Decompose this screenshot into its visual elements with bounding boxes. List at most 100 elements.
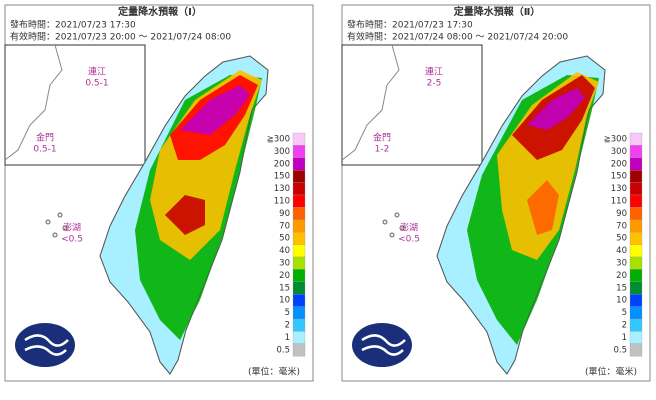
rain-area bbox=[527, 88, 585, 130]
legend-swatch bbox=[292, 194, 306, 208]
legend-label: 10 bbox=[616, 296, 627, 306]
legend-swatch bbox=[629, 157, 643, 171]
island-amount: 2-5 bbox=[427, 79, 442, 89]
penghu-island bbox=[57, 212, 63, 218]
legend-swatch bbox=[629, 306, 643, 320]
legend-swatch bbox=[292, 145, 306, 158]
penghu-island bbox=[394, 212, 400, 218]
legend-label: 130 bbox=[611, 184, 627, 194]
penghu-island bbox=[52, 232, 58, 238]
legend-swatch bbox=[629, 343, 643, 357]
legend-label: 50 bbox=[279, 234, 290, 244]
legend-label: 5 bbox=[622, 308, 627, 318]
legend-label: 1 bbox=[285, 333, 290, 343]
legend-label: 70 bbox=[279, 221, 290, 231]
cwb-logo bbox=[15, 323, 75, 367]
coastline bbox=[4, 44, 63, 161]
island-name: 連江 bbox=[88, 66, 106, 78]
issued-time: 發布時間：2021/07/23 17:30 bbox=[10, 19, 136, 31]
rain-area bbox=[165, 195, 205, 235]
island-name: 金門 bbox=[373, 132, 391, 144]
island-amount: <0.5 bbox=[61, 235, 83, 245]
legend-label: 30 bbox=[279, 259, 290, 269]
penghu-island bbox=[45, 219, 51, 225]
island-name: 澎湖 bbox=[63, 222, 81, 234]
legend-swatch bbox=[629, 145, 643, 158]
panel-title: 定量降水預報（Ⅰ） bbox=[118, 5, 202, 18]
legend-swatch bbox=[292, 157, 306, 171]
legend-swatch bbox=[292, 281, 306, 295]
valid-time: 有效時間：2021/07/24 08:00 ～ 2021/07/24 20:00 bbox=[347, 31, 568, 43]
legend-swatch bbox=[629, 207, 643, 220]
legend-swatch bbox=[292, 182, 306, 196]
island-name: 澎湖 bbox=[400, 222, 418, 234]
island-amount: 0.5-1 bbox=[33, 145, 56, 155]
island-name: 連江 bbox=[425, 66, 443, 78]
legend-swatch bbox=[629, 331, 643, 344]
legend-label: 110 bbox=[274, 197, 290, 207]
taiwan-outline bbox=[436, 55, 606, 375]
legend-swatch bbox=[629, 170, 643, 183]
penghu-island bbox=[62, 225, 68, 231]
legend-label: 50 bbox=[616, 234, 627, 244]
island-amount: 1-2 bbox=[375, 145, 390, 155]
legend-label: 150 bbox=[611, 172, 627, 182]
legend-label: 5 bbox=[285, 308, 290, 318]
legend-label: 15 bbox=[279, 283, 290, 293]
cwb-logo bbox=[352, 323, 412, 367]
legend-swatch bbox=[629, 269, 643, 282]
legend-swatch bbox=[292, 306, 306, 320]
legend-swatch bbox=[629, 232, 643, 245]
forecast-panel: 定量降水預報（Ⅱ）發布時間：2021/07/23 17:30有效時間：2021/… bbox=[341, 4, 651, 382]
unit-label: (單位：毫米) bbox=[248, 366, 300, 378]
taiwan-outline bbox=[99, 55, 269, 375]
legend-label: 2 bbox=[622, 321, 627, 331]
legend-swatch bbox=[629, 281, 643, 295]
inset-frame bbox=[4, 44, 146, 166]
legend-label: 70 bbox=[616, 221, 627, 231]
penghu-island bbox=[382, 219, 388, 225]
legend-swatch bbox=[629, 194, 643, 208]
legend-label: 15 bbox=[616, 283, 627, 293]
legend-label: 200 bbox=[274, 159, 290, 169]
legend-swatch bbox=[629, 318, 643, 332]
legend-label: 30 bbox=[616, 259, 627, 269]
legend-swatch bbox=[292, 219, 306, 233]
rain-area bbox=[527, 180, 559, 235]
legend-swatch bbox=[292, 331, 306, 344]
legend-label: 40 bbox=[616, 246, 627, 256]
island-amount: <0.5 bbox=[398, 235, 420, 245]
penghu-island bbox=[389, 232, 395, 238]
legend-label: 0.5 bbox=[276, 345, 290, 355]
cwb-logo-wave bbox=[24, 334, 69, 356]
legend-label: 130 bbox=[274, 184, 290, 194]
unit-label: (單位：毫米) bbox=[585, 366, 637, 378]
legend-label: 10 bbox=[279, 296, 290, 306]
island-name: 金門 bbox=[36, 132, 54, 144]
forecast-panel: 定量降水預報（Ⅰ）發布時間：2021/07/23 17:30有效時間：2021/… bbox=[4, 4, 314, 382]
legend-swatch bbox=[292, 256, 306, 270]
legend-label: 300 bbox=[274, 147, 290, 157]
legend-label: ≧300 bbox=[604, 135, 627, 145]
legend-label: 2 bbox=[285, 321, 290, 331]
legend-swatch bbox=[292, 343, 306, 357]
legend-swatch bbox=[629, 244, 643, 258]
legend-swatch bbox=[292, 207, 306, 220]
legend-label: 300 bbox=[611, 147, 627, 157]
legend-swatch bbox=[292, 244, 306, 258]
legend-label: ≧300 bbox=[267, 135, 290, 145]
legend-label: 20 bbox=[279, 271, 290, 281]
island-amount: 0.5-1 bbox=[85, 79, 108, 89]
legend-swatch bbox=[629, 132, 643, 146]
legend-swatch bbox=[292, 318, 306, 332]
legend-swatch bbox=[292, 294, 306, 307]
legend-label: 200 bbox=[611, 159, 627, 169]
legend-label: 0.5 bbox=[613, 345, 627, 355]
legend-label: 110 bbox=[611, 197, 627, 207]
legend-swatch bbox=[292, 170, 306, 183]
legend-swatch bbox=[629, 256, 643, 270]
inset-frame bbox=[341, 44, 483, 166]
legend-swatch bbox=[292, 232, 306, 245]
valid-time: 有效時間：2021/07/23 20:00 ～ 2021/07/24 08:00 bbox=[10, 31, 231, 43]
